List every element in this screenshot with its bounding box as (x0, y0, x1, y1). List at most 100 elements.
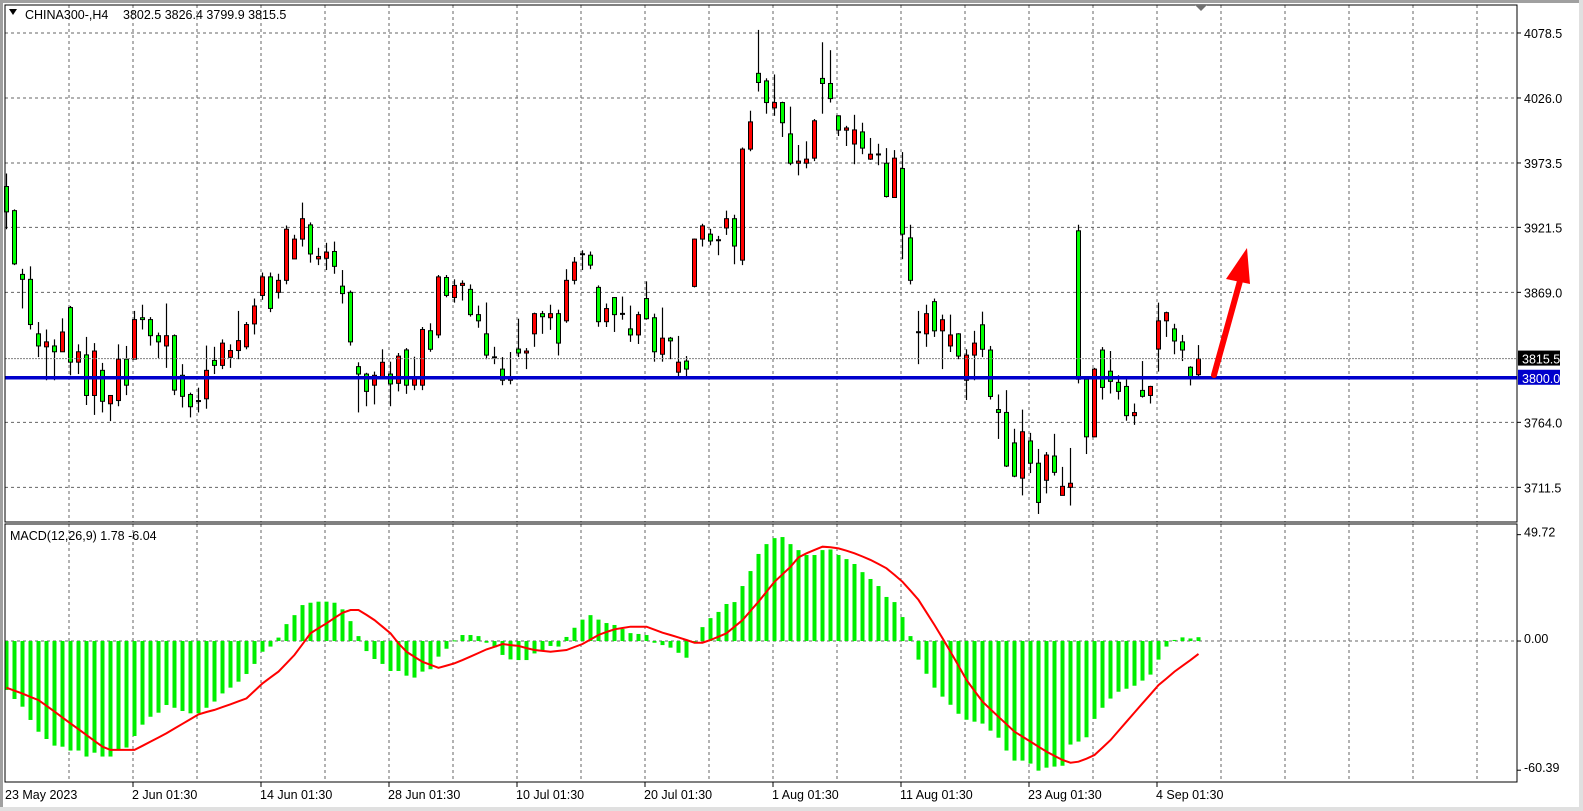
candle[interactable] (996, 394, 1001, 439)
candle[interactable] (284, 225, 289, 285)
candle[interactable] (1028, 432, 1033, 474)
candle[interactable] (876, 143, 881, 166)
candle[interactable] (404, 348, 409, 394)
candle[interactable] (564, 269, 569, 323)
candle[interactable] (1156, 302, 1161, 372)
candle[interactable] (820, 42, 825, 114)
candle[interactable] (164, 303, 169, 368)
candle[interactable] (340, 270, 345, 304)
candle[interactable] (52, 339, 57, 381)
candle[interactable] (772, 74, 777, 116)
candle[interactable] (452, 279, 457, 303)
candle[interactable] (708, 228, 713, 246)
price-axis[interactable]: 4078.5 4026.0 3973.5 3921.5 3869.0 3764.0 3711… (1517, 27, 1562, 495)
candle[interactable] (548, 304, 553, 330)
candle[interactable] (764, 78, 769, 114)
candle[interactable] (596, 285, 601, 327)
candle[interactable] (428, 323, 433, 352)
candle[interactable] (108, 394, 113, 422)
candle[interactable] (132, 310, 137, 360)
candle[interactable] (732, 214, 737, 265)
candle[interactable] (916, 310, 921, 365)
candle[interactable] (620, 296, 625, 320)
candle[interactable] (660, 307, 665, 362)
candle[interactable] (924, 304, 929, 347)
candle[interactable] (740, 147, 745, 266)
candle[interactable] (396, 353, 401, 392)
candle[interactable] (228, 344, 233, 368)
candle[interactable] (36, 322, 41, 358)
candle[interactable] (308, 222, 313, 263)
macd-pane[interactable] (4, 537, 1518, 771)
candle[interactable] (252, 298, 257, 335)
candle[interactable] (884, 148, 889, 198)
candle[interactable] (1060, 466, 1065, 496)
candle[interactable] (236, 310, 241, 360)
candle[interactable] (524, 348, 529, 370)
candle[interactable] (460, 280, 465, 301)
candle[interactable] (1020, 409, 1025, 496)
candle[interactable] (500, 357, 505, 386)
candle[interactable] (748, 110, 753, 152)
candle[interactable] (644, 281, 649, 320)
candle[interactable] (604, 303, 609, 328)
candle[interactable] (324, 242, 329, 271)
candle[interactable] (348, 290, 353, 346)
candle[interactable] (116, 344, 121, 407)
candle[interactable] (588, 251, 593, 270)
candle[interactable] (188, 392, 193, 418)
candle[interactable] (172, 334, 177, 396)
candle[interactable] (1012, 428, 1017, 478)
candle[interactable] (1132, 403, 1137, 425)
candle[interactable] (244, 322, 249, 350)
candle[interactable] (44, 329, 49, 381)
price-pane[interactable] (4, 29, 1518, 514)
candle[interactable] (316, 247, 321, 266)
candle[interactable] (28, 266, 33, 330)
candle[interactable] (260, 272, 265, 300)
candle[interactable] (1036, 448, 1041, 514)
candle[interactable] (1100, 347, 1105, 400)
candle[interactable] (972, 330, 977, 381)
candle[interactable] (68, 305, 73, 376)
candle[interactable] (892, 150, 897, 199)
candle[interactable] (1124, 377, 1129, 421)
candle[interactable] (444, 275, 449, 298)
candle[interactable] (492, 346, 497, 365)
candle[interactable] (292, 234, 297, 260)
candle[interactable] (1068, 447, 1073, 506)
candle[interactable] (724, 210, 729, 235)
candle[interactable] (812, 119, 817, 162)
candle[interactable] (756, 29, 761, 92)
candle[interactable] (276, 273, 281, 299)
candle[interactable] (196, 387, 201, 413)
candle[interactable] (76, 344, 81, 375)
candle[interactable] (156, 332, 161, 358)
candle[interactable] (572, 257, 577, 285)
candle[interactable] (1052, 433, 1057, 476)
candle[interactable] (668, 336, 673, 360)
candle[interactable] (556, 309, 561, 356)
candle[interactable] (268, 272, 273, 313)
candle[interactable] (836, 115, 841, 136)
candle[interactable] (12, 209, 17, 266)
candle[interactable] (964, 349, 969, 401)
candle[interactable] (1196, 345, 1201, 378)
candle[interactable] (908, 224, 913, 285)
candle[interactable] (988, 345, 993, 400)
candle[interactable] (332, 241, 337, 274)
candle[interactable] (652, 313, 657, 362)
candle[interactable] (300, 202, 305, 247)
candle[interactable] (60, 318, 65, 353)
candle[interactable] (356, 362, 361, 413)
candle[interactable] (580, 250, 585, 271)
candle[interactable] (532, 312, 537, 347)
candle[interactable] (1148, 385, 1153, 404)
candle[interactable] (980, 311, 985, 358)
candle[interactable] (124, 345, 129, 396)
candle[interactable] (1172, 323, 1177, 355)
candle[interactable] (1004, 390, 1009, 468)
candle[interactable] (612, 297, 617, 332)
candle[interactable] (684, 356, 689, 380)
